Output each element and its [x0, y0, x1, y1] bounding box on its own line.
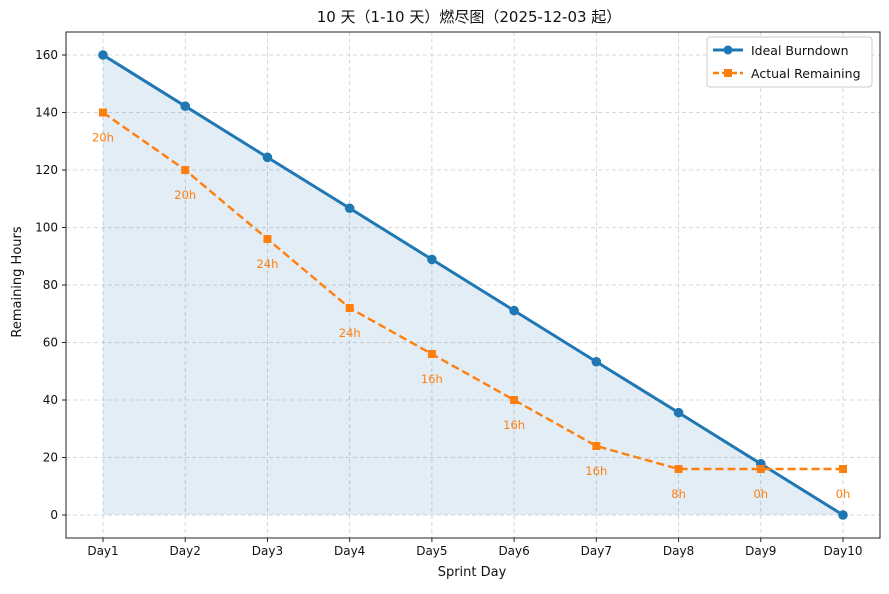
- actual-point: [99, 108, 107, 117]
- ideal-point: [673, 407, 684, 418]
- ideal-point: [427, 254, 437, 265]
- actual-data-label: 24h: [256, 257, 278, 271]
- x-tick-label: Day2: [170, 544, 201, 558]
- actual-point: [592, 442, 601, 450]
- y-tick-label: 100: [35, 221, 58, 235]
- actual-point: [263, 235, 272, 243]
- x-tick-label: Day5: [416, 544, 447, 558]
- ideal-point: [509, 305, 519, 316]
- ideal-point: [344, 203, 355, 214]
- y-tick-label: 160: [35, 48, 58, 62]
- actual-point: [345, 304, 354, 312]
- ideal-point: [180, 101, 191, 111]
- actual-data-label: 20h: [92, 131, 114, 145]
- actual-point: [181, 166, 190, 174]
- legend-actual-label: Actual Remaining: [751, 66, 861, 81]
- actual-data-label: 16h: [421, 372, 443, 386]
- ideal-point: [262, 152, 273, 163]
- x-axis-title: Sprint Day: [438, 565, 507, 580]
- actual-point: [510, 396, 519, 404]
- data-labels: 20h 20h 24h 24h 16h 16h 16h 8h 0h 0h: [92, 131, 850, 502]
- actual-line: [102, 111, 843, 471]
- actual-point: [839, 465, 847, 473]
- x-tick-label: Day4: [334, 544, 365, 558]
- legend-ideal-marker: [723, 45, 733, 55]
- actual-data-label: 0h: [753, 487, 768, 501]
- y-axis-title: Remaining Hours: [10, 226, 25, 337]
- ideal-point: [98, 50, 108, 60]
- x-tick-label: Day10: [824, 544, 863, 558]
- y-axis: 0 20 40 60 80 100 120 140 160: [35, 48, 66, 522]
- actual-data-label: 24h: [339, 326, 361, 340]
- ideal-point: [591, 356, 602, 367]
- actual-data-label: 16h: [585, 464, 607, 478]
- actual-data-label: 20h: [174, 188, 196, 202]
- ideal-point: [838, 510, 848, 520]
- actual-data-label: 16h: [503, 418, 525, 432]
- legend-ideal-label: Ideal Burndown: [751, 43, 849, 58]
- legend-actual-marker: [724, 69, 732, 77]
- y-tick-label: 80: [43, 278, 58, 292]
- legend: Ideal Burndown Actual Remaining: [706, 36, 873, 88]
- x-tick-label: Day9: [745, 544, 776, 558]
- actual-point: [674, 465, 683, 473]
- ideal-line: [102, 53, 844, 517]
- actual-point: [427, 350, 436, 358]
- y-tick-label: 20: [43, 451, 58, 465]
- chart-title: 10 天（1-10 天）燃尽图（2025-12-03 起）: [317, 8, 622, 26]
- x-tick-label: Day1: [87, 544, 118, 558]
- actual-data-label: 8h: [671, 487, 686, 501]
- y-tick-label: 0: [50, 508, 58, 522]
- x-tick-label: Day6: [498, 544, 529, 558]
- x-tick-label: Day8: [663, 544, 694, 558]
- x-tick-label: Day3: [252, 544, 283, 558]
- series-layer: [98, 50, 848, 520]
- x-tick-label: Day7: [581, 544, 612, 558]
- legend-box: [706, 36, 873, 88]
- y-tick-label: 140: [35, 106, 58, 120]
- y-tick-label: 120: [35, 163, 58, 177]
- x-axis: Day1 Day2 Day3 Day4 Day5 Day6 Day7 Day8 Day9 Day1…: [87, 538, 862, 558]
- actual-data-label: 0h: [836, 487, 851, 501]
- actual-point: [756, 465, 765, 473]
- y-tick-label: 60: [43, 336, 58, 350]
- y-tick-label: 40: [43, 393, 58, 407]
